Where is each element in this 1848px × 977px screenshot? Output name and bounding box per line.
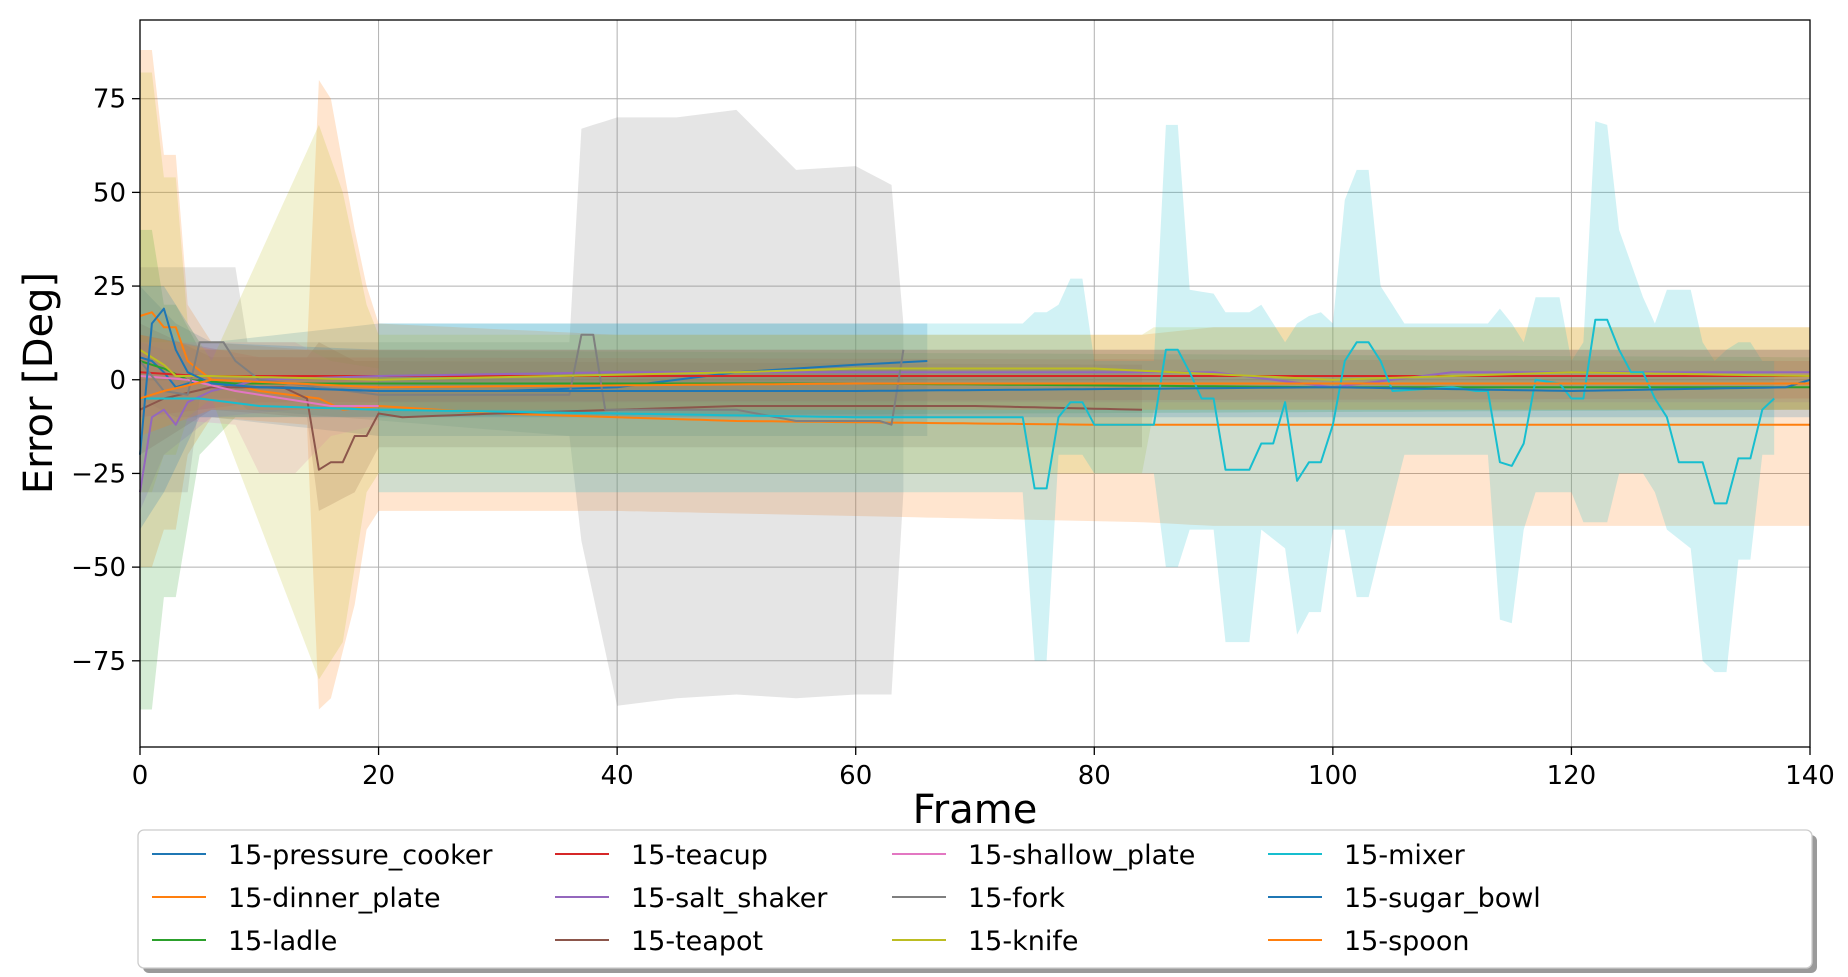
line-15-spoon — [139, 378, 1810, 400]
band-15-pressure-cooker — [140, 286, 928, 436]
band-15-sugar-bowl — [140, 286, 1810, 530]
band-15-dinner-plate — [140, 50, 1810, 710]
series-lines — [139, 307, 1811, 505]
y-tick-label: −25 — [71, 459, 126, 489]
legend-label-15-knife: 15-knife — [968, 926, 1078, 957]
band-15-mixer — [378, 121, 1775, 673]
line-15-fork — [139, 333, 905, 426]
x-tick-label: 20 — [362, 761, 395, 791]
legend-label-15-fork: 15-fork — [968, 883, 1065, 914]
y-axis-label: Error [Deg] — [16, 272, 62, 494]
y-tick-label: 50 — [93, 178, 126, 208]
legend-entries: 15-pressure_cooker 15-dinner_plate 15-ladl… — [152, 840, 1541, 957]
line-15-knife — [139, 348, 1811, 381]
legend-label-15-pressure-cooker: 15-pressure_cooker — [228, 840, 493, 871]
line-15-dinner-plate — [139, 311, 1810, 426]
x-tick-label: 120 — [1547, 761, 1597, 791]
legend-label-15-dinner-plate: 15-dinner_plate — [228, 883, 441, 914]
y-tick-label: −75 — [71, 647, 126, 677]
x-axis-ticks: 0 20 40 60 80 100 120 140 — [132, 747, 1835, 791]
x-tick-label: 100 — [1308, 761, 1358, 791]
line-15-salt-shaker — [139, 371, 1810, 493]
y-tick-label: 25 — [93, 272, 126, 302]
legend-label-15-teacup: 15-teacup — [631, 840, 768, 871]
legend-label-15-sugar-bowl: 15-sugar_bowl — [1344, 883, 1541, 914]
x-axis-label: Frame — [913, 787, 1038, 833]
legend-label-15-spoon: 15-spoon — [1344, 926, 1469, 957]
y-tick-label: 75 — [93, 85, 126, 115]
line-15-mixer — [140, 318, 1775, 505]
line-15-shallow-plate — [139, 375, 379, 407]
legend-box — [137, 829, 1813, 969]
legend-label-15-ladle: 15-ladle — [228, 926, 337, 957]
y-axis-ticks: −75 −50 −25 0 25 50 75 — [71, 85, 140, 677]
y-tick-label: −50 — [71, 553, 126, 583]
legend: 15-pressure_cooker 15-dinner_plate 15-ladl… — [137, 829, 1817, 973]
legend-label-15-mixer: 15-mixer — [1344, 840, 1466, 871]
legend-label-15-shallow-plate: 15-shallow_plate — [968, 840, 1195, 871]
legend-label-15-salt-shaker: 15-salt_shaker — [631, 883, 828, 914]
x-tick-label: 0 — [132, 761, 149, 791]
y-tick-label: 0 — [109, 366, 126, 396]
plot-frame — [139, 19, 1811, 748]
plot-area — [139, 19, 1811, 748]
x-tick-label: 40 — [601, 761, 634, 791]
legend-label-15-teapot: 15-teapot — [631, 926, 763, 957]
line-15-sugar-bowl — [139, 307, 1811, 455]
x-tick-label: 60 — [839, 761, 872, 791]
x-tick-label: 140 — [1785, 761, 1835, 791]
x-tick-label: 80 — [1078, 761, 1111, 791]
band-15-fork — [140, 109, 904, 706]
